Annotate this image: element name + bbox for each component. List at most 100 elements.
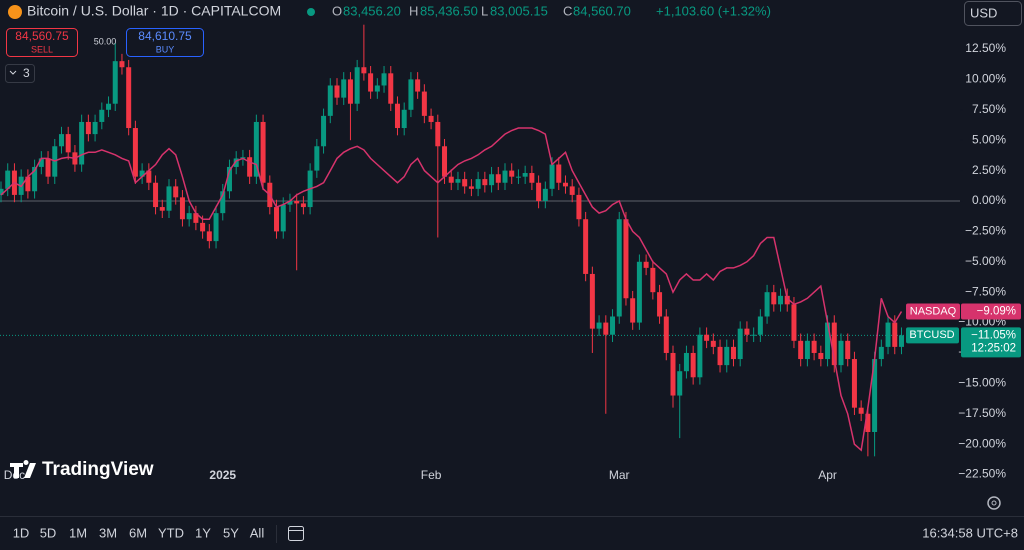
candle-body [25, 176, 31, 192]
candle-body [388, 73, 394, 104]
candle-body [764, 292, 770, 317]
candle-body [482, 179, 488, 186]
candle-body [771, 292, 777, 305]
range-button[interactable]: YTD [158, 525, 184, 540]
candle-body [898, 335, 904, 347]
candle-body [885, 322, 891, 347]
indicators-toggle[interactable]: 3 [5, 64, 35, 83]
ohlc-value: 85,436.50 [420, 3, 478, 18]
buy-label: BUY [156, 44, 175, 54]
candle-body [401, 109, 407, 129]
candle-body [610, 316, 616, 335]
candle-body [260, 121, 266, 183]
candle-body [119, 61, 125, 68]
y-tick-label: 7.50% [972, 102, 1006, 116]
range-button[interactable]: 1D [13, 525, 30, 540]
candle-body [556, 164, 562, 183]
candle-body [334, 85, 340, 98]
sell-button[interactable]: 84,560.75 SELL [6, 28, 78, 57]
y-tick-label: −20.00% [958, 436, 1006, 450]
goto-date-button[interactable] [288, 526, 304, 541]
candle-body [462, 179, 468, 187]
indicator-count: 3 [23, 66, 30, 80]
compare-name: NASDAQ [910, 305, 957, 317]
settings-icon[interactable] [987, 496, 1001, 510]
ohlc-value: 84,560.70 [573, 3, 631, 18]
candle-body [179, 197, 185, 220]
candle-body [751, 334, 757, 336]
candle-body [5, 170, 11, 189]
calendar-icon [288, 526, 304, 541]
candle-body [274, 207, 280, 232]
candle-body [92, 121, 98, 135]
candle-body [374, 85, 380, 92]
sell-price: 84,560.75 [15, 29, 69, 43]
candle-body [361, 67, 367, 74]
compare-line [0, 127, 903, 452]
candle-body [85, 121, 91, 135]
range-button[interactable]: 5D [40, 525, 57, 540]
dropdown-box [964, 1, 1022, 26]
candle-body [643, 261, 649, 268]
candle-body [845, 340, 851, 360]
range-button[interactable]: 3M [99, 525, 117, 540]
candle-body [442, 146, 448, 177]
ohlc-value: 83,456.20 [343, 3, 401, 18]
compare-value: −9.09% [977, 306, 1016, 318]
candle-body [831, 322, 837, 366]
plot-area: 12.50% 10.00% 7.50% 5.00% 2.50% 0.00% −2.50% −5… [0, 24, 1021, 482]
y-tick-label: 0.00% [972, 193, 1006, 207]
candle-body [576, 194, 582, 220]
candle-body [522, 173, 528, 177]
candle-body [173, 186, 179, 198]
logo-icon [10, 460, 36, 478]
range-button[interactable]: All [250, 525, 265, 540]
candle-body [892, 322, 898, 347]
y-tick-label: −17.50% [958, 406, 1006, 420]
candle-body [757, 316, 763, 335]
candle-body [730, 346, 736, 360]
candle-body [825, 322, 831, 360]
range-button[interactable]: 1Y [195, 525, 211, 540]
candle-body [509, 170, 515, 177]
candle-body [858, 407, 864, 414]
candle-body [327, 85, 333, 116]
y-tick-label: −15.00% [958, 376, 1006, 390]
candle-body [717, 346, 723, 366]
range-button[interactable]: 6M [129, 525, 147, 540]
countdown: 12:25:02 [971, 342, 1016, 354]
candle-body [166, 186, 172, 211]
candle-body [529, 173, 535, 183]
candle-body [818, 352, 824, 360]
candle-body [153, 182, 159, 208]
y-tick-label: −5.00% [965, 254, 1006, 268]
ohlc-key: L [481, 3, 488, 18]
range-button[interactable]: 1M [69, 525, 87, 540]
buy-button[interactable]: 84,610.75 BUY [126, 28, 204, 57]
candle-body [623, 219, 629, 299]
y-tick-label: 12.50% [965, 41, 1006, 55]
candle-body [193, 213, 199, 223]
ohlc-key: O [332, 3, 342, 18]
candle-body [502, 170, 508, 183]
candle-body [838, 340, 844, 366]
candle-body [300, 203, 306, 208]
candle-body [811, 340, 817, 353]
y-tick-label: 2.50% [972, 163, 1006, 177]
candle-body [878, 346, 884, 360]
currency-dropdown[interactable]: USD [964, 1, 1022, 26]
candle-body [468, 186, 474, 189]
candle-body [428, 115, 434, 122]
logo-text: TradingView [42, 459, 154, 480]
candle-body [697, 334, 703, 378]
candle-body [321, 115, 327, 147]
candle-body [596, 322, 602, 329]
candle-body [253, 121, 259, 177]
range-button[interactable]: 5Y [223, 525, 239, 540]
candle-body [489, 174, 495, 186]
candle-body [448, 176, 454, 183]
symbol-title: Bitcoin / U.S. Dollar · 1D · CAPITALCOM [27, 3, 281, 19]
candle-body [650, 267, 656, 293]
candle-body [126, 67, 132, 129]
